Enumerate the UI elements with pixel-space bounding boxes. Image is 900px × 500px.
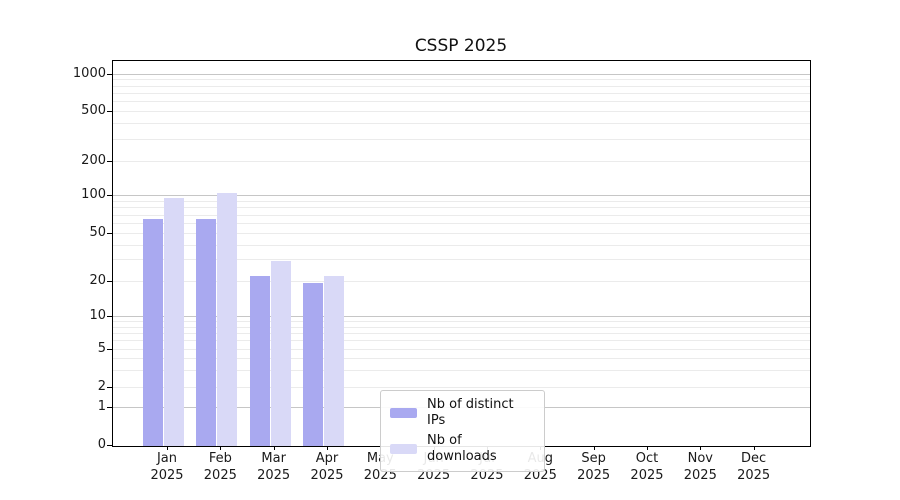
nb-of-distinct-ips-bar-apr-2025 [302, 283, 323, 446]
gridline-minor-800 [113, 85, 810, 87]
gridline-minor-40 [113, 244, 810, 246]
gridline-minor-200 [113, 160, 810, 162]
gridline-minor-50 [113, 233, 810, 234]
legend-item-nb-of-distinct-ips: Nb of distinct IPs [381, 395, 544, 431]
x-tick-label-oct-2025: Oct 2025 [630, 451, 664, 483]
gridline-minor-5 [113, 349, 810, 350]
y-tick-label-2: 2 [97, 378, 106, 394]
y-tick-1 [107, 407, 112, 409]
gridline-minor-700 [113, 92, 810, 94]
y-tick-50 [107, 233, 112, 234]
gridline-minor-9 [113, 321, 810, 323]
y-tick-10 [107, 316, 112, 317]
x-tick-oct-2025 [646, 446, 648, 450]
gridline-major-10 [113, 316, 810, 317]
nb-of-distinct-ips-bar-mar-2025 [249, 275, 270, 446]
nb-of-downloads-swatch-icon [390, 444, 417, 454]
nb-of-downloads-bar-feb-2025 [217, 192, 238, 446]
y-tick-label-1000: 1000 [72, 65, 106, 81]
x-tick-jan-2025 [167, 446, 168, 450]
y-tick-label-1: 1 [97, 399, 106, 415]
x-tick-label-sep-2025: Sep 2025 [577, 451, 611, 483]
y-tick-label-200: 200 [81, 152, 106, 168]
x-tick-label-apr-2025: Apr 2025 [310, 451, 344, 483]
y-tick-label-5: 5 [97, 341, 106, 356]
x-tick-sep-2025 [593, 446, 595, 450]
y-tick-100 [107, 195, 112, 196]
gridline-minor-600 [113, 101, 810, 103]
legend-label: Nb of downloads [427, 433, 497, 464]
gridline-minor-900 [113, 79, 810, 81]
y-tick-0 [107, 445, 112, 446]
y-tick-20 [107, 280, 112, 282]
gridline-minor-500 [113, 111, 810, 112]
x-tick-label-mar-2025: Mar 2025 [257, 451, 291, 483]
gridline-minor-3 [113, 370, 810, 372]
x-tick-dec-2025 [753, 446, 755, 450]
legend-item-nb-of-downloads: Nb of downloads [381, 431, 544, 467]
y-tick-label-20: 20 [89, 272, 106, 288]
gridline-minor-7 [113, 332, 810, 334]
gridline-minor-70 [113, 214, 810, 216]
legend: Nb of distinct IPs Nb of downloads [380, 390, 545, 472]
y-tick-1000 [107, 73, 112, 75]
gridline-minor-300 [113, 138, 810, 140]
y-tick-label-500: 500 [81, 103, 106, 118]
x-tick-label-dec-2025: Dec 2025 [737, 451, 771, 483]
gridline-major-1000 [113, 73, 810, 75]
x-tick-label-feb-2025: Feb 2025 [203, 451, 237, 483]
x-tick-nov-2025 [700, 446, 702, 450]
nb-of-downloads-bar-mar-2025 [270, 261, 291, 446]
chart-title: CSSP 2025 [414, 36, 508, 56]
gridline-minor-4 [113, 358, 810, 360]
y-tick-label-0: 0 [97, 437, 106, 452]
nb-of-distinct-ips-bar-feb-2025 [196, 219, 217, 446]
nb-of-downloads-bar-jan-2025 [164, 197, 184, 446]
y-tick-label-50: 50 [89, 225, 106, 240]
gridline-minor-400 [113, 123, 810, 125]
plot-area [112, 60, 811, 447]
nb-of-distinct-ips-bar-jan-2025 [143, 218, 163, 446]
gridline-major-100 [113, 195, 810, 196]
x-tick-mar-2025 [273, 446, 275, 450]
gridline-minor-60 [113, 223, 810, 224]
nb-of-downloads-bar-apr-2025 [323, 275, 344, 446]
gridline-minor-2 [113, 386, 810, 388]
y-tick-500 [107, 111, 112, 112]
legend-label: Nb of distinct IPs [427, 397, 514, 428]
gridline-minor-80 [113, 207, 810, 209]
y-tick-label-10: 10 [89, 308, 106, 323]
gridline-minor-8 [113, 326, 810, 328]
x-tick-feb-2025 [220, 446, 222, 450]
x-tick-label-jan-2025: Jan 2025 [150, 451, 184, 483]
y-tick-5 [107, 349, 112, 350]
y-tick-200 [107, 160, 112, 162]
x-tick-apr-2025 [326, 446, 328, 450]
y-tick-label-100: 100 [81, 187, 106, 202]
gridline-minor-30 [113, 259, 810, 261]
gridline-minor-20 [113, 280, 810, 282]
nb-of-distinct-ips-swatch-icon [390, 408, 417, 418]
y-tick-2 [107, 386, 112, 388]
gridline-minor-6 [113, 340, 810, 342]
x-tick-label-nov-2025: Nov 2025 [683, 451, 717, 483]
gridline-minor-90 [113, 200, 810, 202]
